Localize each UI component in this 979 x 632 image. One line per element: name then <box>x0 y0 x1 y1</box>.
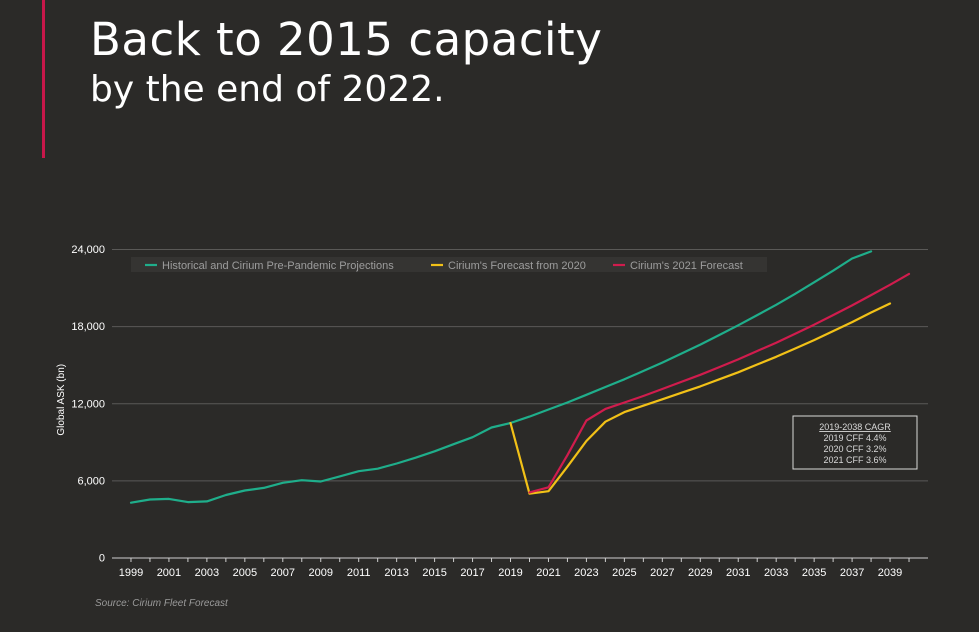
x-tick-label: 2037 <box>840 567 864 579</box>
y-tick-label: 12,000 <box>71 398 105 410</box>
legend-layer: Historical and Cirium Pre-Pandemic Proje… <box>131 257 767 272</box>
x-tick-label: 2023 <box>574 567 598 579</box>
x-tick-label: 2005 <box>233 567 257 579</box>
x-tick-label: 2011 <box>347 567 371 579</box>
series-line-0 <box>129 250 873 504</box>
x-tick-label: 2001 <box>157 567 181 579</box>
title-line-1: Back to 2015 capacity <box>90 13 603 66</box>
annotation-line: 2020 CFF 3.2% <box>823 444 886 454</box>
annotation-line: 2019 CFF 4.4% <box>823 433 886 443</box>
x-tick-label: 2035 <box>802 567 826 579</box>
x-tick-label: 2027 <box>650 567 674 579</box>
x-tick-label: 2013 <box>384 567 408 579</box>
legend-label-1: Cirium's Forecast from 2020 <box>448 260 586 272</box>
annotation-line: 2021 CFF 3.6% <box>823 455 886 465</box>
series-line-2 <box>528 272 911 494</box>
x-tick-label: 2017 <box>460 567 484 579</box>
x-tick-label: 2039 <box>878 567 902 579</box>
legend-label-0: Historical and Cirium Pre-Pandemic Proje… <box>162 260 394 272</box>
y-tick-label: 0 <box>99 553 105 565</box>
series-line-1 <box>509 302 892 495</box>
x-tick-label: 2007 <box>271 567 295 579</box>
title-line-2: by the end of 2022. <box>90 69 445 110</box>
legend-label-2: Cirium's 2021 Forecast <box>630 260 743 272</box>
y-tick-label: 24,000 <box>71 244 105 256</box>
x-tick-label: 2031 <box>726 567 750 579</box>
x-tick-label: 2003 <box>195 567 219 579</box>
y-tick-label: 6,000 <box>77 475 105 487</box>
y-tick-label: 18,000 <box>71 321 105 333</box>
legend-background <box>131 257 767 272</box>
page-title: Back to 2015 capacity by the end of 2022… <box>90 12 602 112</box>
x-tick-label: 1999 <box>119 567 143 579</box>
y-axis-title: Global ASK (bn) <box>56 364 67 436</box>
x-tick-label: 2021 <box>536 567 560 579</box>
annotation-title: 2019-2038 CAGR <box>819 422 891 432</box>
axis-layer: 0 6,000 12,000 18,000 24,000 1999 2001 2003 2005… <box>56 244 928 579</box>
series-layer <box>129 250 911 504</box>
accent-bar <box>42 0 45 158</box>
grid-layer <box>112 249 928 482</box>
x-tick-label: 2015 <box>422 567 446 579</box>
x-tick-label: 2033 <box>764 567 788 579</box>
annotation-border <box>792 415 918 470</box>
source-note: Source: Cirium Fleet Forecast <box>95 598 228 609</box>
x-tick-label: 2029 <box>688 567 712 579</box>
x-tick-label: 2019 <box>498 567 522 579</box>
x-tick-label: 2025 <box>612 567 636 579</box>
x-tick-label: 2009 <box>309 567 333 579</box>
